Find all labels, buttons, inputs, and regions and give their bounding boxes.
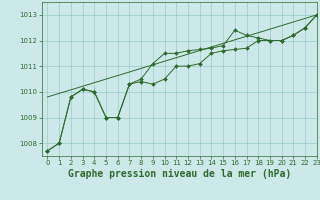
X-axis label: Graphe pression niveau de la mer (hPa): Graphe pression niveau de la mer (hPa)	[68, 169, 291, 179]
